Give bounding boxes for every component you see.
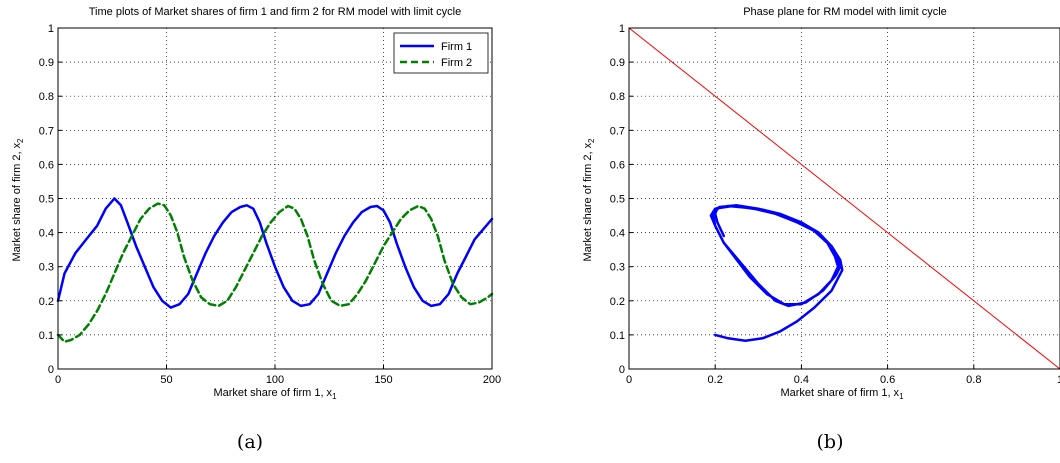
chart-b: Phase plane for RM model with limit cycl…: [582, 6, 1060, 453]
legend-label-firm-2: Firm 2: [441, 57, 472, 69]
chart-a-xtick-label: 100: [266, 374, 284, 386]
chart-b-xtick-label: 0.2: [708, 374, 723, 386]
chart-a-ytick-label: 0.4: [39, 228, 54, 240]
chart-b-xtick-label: 0: [626, 374, 632, 386]
chart-a-ytick-label: 0.7: [39, 125, 54, 137]
chart-b-xtick-label: 0.6: [880, 374, 895, 386]
chart-b-ylabel: Market share of firm 2, x2: [582, 138, 596, 262]
chart-b-xtick-label: 0.8: [966, 374, 981, 386]
chart-a-series-firm-2: [56, 202, 494, 343]
chart-b-series-1: [709, 204, 844, 342]
panel-label-b: (b): [817, 431, 844, 453]
chart-b-title: Phase plane for RM model with limit cycl…: [743, 6, 947, 18]
chart-a-title: Time plots of Market shares of firm 1 an…: [89, 6, 461, 18]
chart-a-ytick-label: 0.6: [39, 159, 54, 171]
chart-a-legend: Firm 1 Firm 2: [393, 32, 489, 74]
chart-a-ytick-label: 0.2: [39, 296, 54, 308]
chart-b-xlabel: Market share of firm 1, x1: [780, 387, 904, 401]
chart-b-xtick-label: 0.4: [794, 374, 809, 386]
chart-a-grid: [58, 28, 492, 369]
chart-a-series: [56, 197, 494, 343]
chart-b-ytick-label: 0.5: [610, 194, 625, 206]
chart-a-ytick-label: 0.1: [39, 330, 54, 342]
chart-a-ticks: 0 50 100 150 200 0 0.1 0.2 0.3 0.4 0.5 0.6 0.7 0.8 0.9…: [39, 23, 501, 386]
chart-b-ytick-label: 0.8: [610, 91, 625, 103]
chart-a-ytick-label: 0.5: [39, 194, 54, 206]
panel-label-a: (a): [237, 431, 263, 453]
chart-b-ytick-label: 0.4: [610, 228, 625, 240]
chart-a-ytick-label: 0: [48, 364, 54, 376]
chart-b-ytick-label: 0.9: [610, 57, 625, 69]
chart-b-series: [628, 27, 1060, 370]
legend-label-firm-1: Firm 1: [441, 41, 472, 53]
chart-a: Time plots of Market shares of firm 1 an…: [11, 6, 501, 453]
legend-box: [393, 32, 489, 74]
chart-b-ytick-label: 0.6: [610, 159, 625, 171]
chart-b-ytick-label: 0.7: [610, 125, 625, 137]
chart-a-xtick-label: 200: [483, 374, 501, 386]
chart-a-xtick-label: 0: [55, 374, 61, 386]
chart-a-series-firm-1: [56, 197, 494, 309]
chart-a-xtick-label: 150: [374, 374, 392, 386]
chart-a-ytick-label: 1: [48, 23, 54, 35]
chart-b-ytick-label: 1: [619, 23, 625, 35]
chart-b-series-0: [628, 27, 1060, 370]
chart-a-ylabel: Market share of firm 2, x2: [11, 138, 25, 262]
chart-b-ytick-label: 0: [619, 364, 625, 376]
chart-b-ytick-label: 0.1: [610, 330, 625, 342]
chart-b-ytick-label: 0.2: [610, 296, 625, 308]
chart-a-ytick-label: 0.3: [39, 262, 54, 274]
chart-a-xlabel: Market share of firm 1, x1: [213, 387, 337, 401]
chart-b-grid: [629, 28, 1060, 369]
chart-a-ytick-label: 0.8: [39, 91, 54, 103]
chart-b-ticks: 0 0.2 0.4 0.6 0.8 1 0 0.1 0.2 0.3 0.4 0.5 0.6 0.7 0.8 0…: [610, 23, 1060, 386]
chart-a-ytick-label: 0.9: [39, 57, 54, 69]
chart-b-xtick-label: 1: [1057, 374, 1060, 386]
chart-b-ytick-label: 0.3: [610, 262, 625, 274]
chart-a-xtick-label: 50: [160, 374, 172, 386]
